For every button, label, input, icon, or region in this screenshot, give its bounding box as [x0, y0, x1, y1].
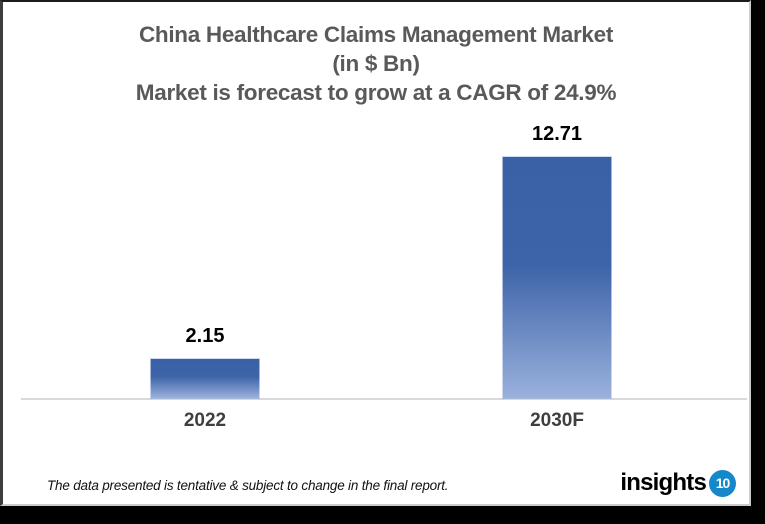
bar	[150, 358, 260, 399]
chart-title-line2: (in $ Bn)	[332, 51, 420, 76]
bar-value-label: 2.15	[185, 325, 225, 347]
x-axis-tick-label: 2030F	[530, 410, 584, 431]
chart-card: China Healthcare Claims Management Marke…	[0, 0, 751, 506]
insights10-logo: insights 10	[620, 469, 736, 497]
logo-badge-10-icon: 10	[709, 469, 736, 497]
chart-title-line3: Market is forecast to grow at a CAGR of …	[135, 80, 617, 105]
logo-text: insights	[620, 469, 706, 496]
bar	[502, 156, 612, 399]
disclaimer-text: The data presented is tentative & subjec…	[47, 478, 449, 493]
chart-title-line1: China Healthcare Claims Management Marke…	[138, 22, 614, 47]
plot-area: 2.15 2022 12.71 2030F	[3, 2, 749, 504]
chart-title: China Healthcare Claims Management Marke…	[3, 20, 749, 107]
bar-value-label: 12.71	[531, 123, 583, 145]
x-axis-line	[21, 398, 747, 400]
x-axis-tick-label: 2022	[183, 410, 227, 431]
